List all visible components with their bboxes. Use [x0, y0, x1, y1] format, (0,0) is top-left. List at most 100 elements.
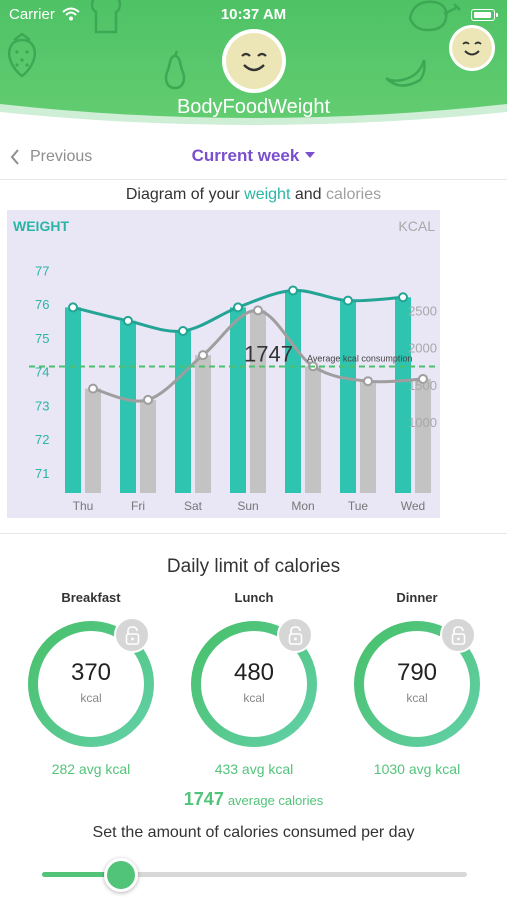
weight-tick-label: 74: [35, 365, 49, 380]
kcal-tick-label: 2000: [408, 341, 437, 356]
kcal-tick-label: 1000: [408, 415, 437, 430]
chevron-left-icon: [10, 149, 19, 165]
slider-track[interactable]: [42, 872, 467, 877]
calorie-ring[interactable]: 370 kcal: [26, 617, 156, 749]
smiley-face-icon: [226, 33, 282, 89]
diagram-title-calories: calories: [325, 186, 382, 203]
drumstick-doodle-icon: [408, 0, 461, 32]
battery-icon: [471, 9, 498, 21]
weight-point: [123, 315, 133, 326]
x-tick-label: Sun: [237, 499, 258, 513]
kcal-bar: [305, 366, 321, 493]
slider-thumb[interactable]: [103, 858, 138, 892]
progress-ring: [354, 621, 480, 747]
kcal-point: [198, 350, 208, 361]
calories-slider[interactable]: [42, 856, 467, 892]
banana-doodle-icon: [385, 59, 426, 87]
kcal-bar: [250, 310, 266, 493]
progress-ring: [28, 621, 154, 747]
meal-name: Lunch: [234, 590, 274, 605]
week-dropdown-label: Current week: [191, 146, 300, 165]
average-calories-label: average calories: [227, 793, 324, 808]
x-tick-label: Wed: [401, 499, 425, 513]
weight-bar: [340, 300, 356, 493]
average-calories-value: 1747: [183, 789, 224, 809]
weight-tick-label: 76: [35, 297, 49, 312]
kcal-bar: [195, 355, 211, 493]
weight-bar: [285, 290, 301, 493]
section-divider: [0, 533, 507, 534]
meal-kcal-unit: kcal: [243, 691, 265, 705]
diagram-title-weight: weight: [244, 186, 291, 203]
weight-tick-label: 71: [35, 466, 49, 481]
weight-bar: [395, 297, 411, 493]
meal-kcal-value: 790: [396, 659, 438, 686]
meal-kcal-value: 370: [70, 659, 112, 686]
lock-button[interactable]: [440, 617, 476, 653]
kcal-point: [418, 373, 428, 384]
weight-bar: [65, 307, 81, 493]
meal-avg-kcal: 1030 avg kcal: [373, 761, 461, 777]
previous-button[interactable]: Previous: [10, 146, 92, 168]
status-bar: Carrier 10:37 AM: [0, 6, 507, 24]
week-selector: Current week: [0, 146, 507, 166]
profile-avatar-button[interactable]: [449, 25, 495, 71]
meal-dinner: Dinner 790 kcal 1030 avg kcal: [352, 590, 482, 777]
weight-point: [343, 295, 353, 306]
meal-kcal-value: 480: [233, 659, 275, 686]
lock-button[interactable]: [277, 617, 313, 653]
weight-point: [398, 292, 408, 303]
smiley-face-icon: [452, 28, 492, 68]
diagram-title-and: and: [290, 186, 326, 203]
strawberry-doodle-icon: [8, 32, 36, 78]
weight-point: [68, 302, 78, 313]
meal-breakfast: Breakfast 370 kcal 282 avg kcal: [26, 590, 156, 777]
unlock-icon: [125, 626, 140, 645]
weight-point: [178, 326, 188, 336]
chart-canvas: WEIGHT KCAL Thu Fri Sat Sun Mon Tue Wed 71 72 73 7…: [13, 218, 439, 513]
kcal-bar: [140, 399, 156, 493]
toast-doodle-icon: [90, 0, 122, 34]
lock-button[interactable]: [114, 617, 150, 653]
weight-calories-chart: WEIGHT KCAL Thu Fri Sat Sun Mon Tue Wed 71 72 73 7…: [7, 210, 440, 518]
average-calories: 1747 average calories: [0, 789, 507, 810]
calorie-ring[interactable]: 480 kcal: [189, 617, 319, 749]
avatar[interactable]: [222, 29, 286, 93]
x-tick-label: Tue: [348, 499, 369, 513]
weight-bar: [230, 307, 246, 493]
weight-point: [288, 285, 298, 296]
average-kcal-value: 1747: [244, 342, 293, 367]
progress-ring: [191, 621, 317, 747]
x-tick-label: Fri: [131, 499, 145, 513]
kcal-axis-label: KCAL: [398, 218, 435, 234]
diagram-title-prefix: Diagram of your: [125, 186, 245, 203]
unlock-icon: [451, 626, 466, 645]
meal-name: Dinner: [396, 590, 438, 605]
kcal-bar: [360, 381, 376, 493]
kcal-tick-label: 2500: [408, 303, 437, 318]
x-tick-label: Thu: [73, 499, 94, 513]
weight-tick-label: 72: [35, 432, 49, 447]
kcal-tick-label: 1500: [408, 378, 437, 393]
unlock-icon: [288, 626, 303, 645]
week-dropdown[interactable]: Current week: [192, 146, 316, 165]
kcal-point: [363, 376, 373, 387]
weight-axis-label: WEIGHT: [13, 218, 69, 234]
meal-kcal-unit: kcal: [80, 691, 102, 705]
weight-bar: [120, 320, 136, 493]
meal-avg-kcal: 282 avg kcal: [51, 761, 131, 777]
weight-tick-label: 77: [35, 263, 49, 278]
set-calories-label: Set the amount of calories consumed per …: [92, 824, 415, 841]
daily-limit-title: Daily limit of calories: [166, 556, 341, 577]
app-header: Carrier 10:37 AM BodyFoodWeight: [0, 0, 507, 135]
weight-tick-label: 73: [35, 398, 49, 413]
kcal-point: [253, 305, 263, 316]
wifi-icon: [62, 7, 80, 21]
meal-name: Breakfast: [61, 590, 121, 605]
calorie-ring[interactable]: 790 kcal: [352, 617, 482, 749]
caret-down-icon: [305, 151, 316, 158]
meal-lunch: Lunch 480 kcal 433 avg kcal: [189, 590, 319, 777]
kcal-bar: [85, 388, 101, 493]
weight-bar: [175, 331, 191, 493]
diagram-title: Diagram of your weight and calories: [0, 186, 507, 204]
